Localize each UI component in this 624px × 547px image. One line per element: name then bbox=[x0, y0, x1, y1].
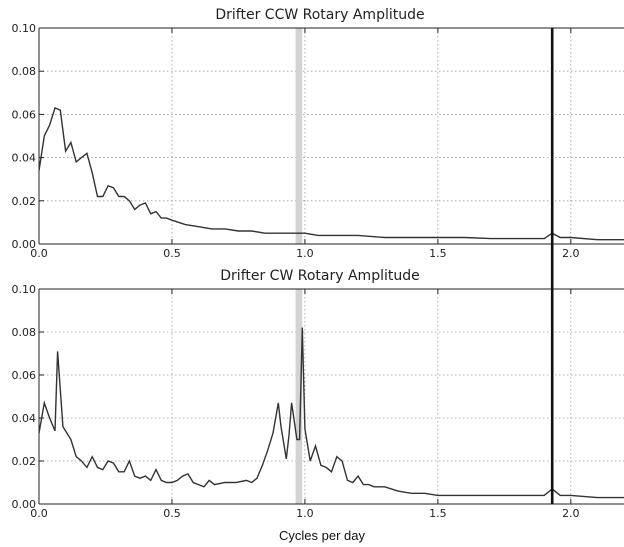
ccw-x-tick-label: 1.0 bbox=[296, 247, 314, 260]
ccw-y-tick-labels: 0.00 0.02 0.04 0.06 0.08 0.10 bbox=[12, 22, 37, 251]
cw-x-tick-label: 2.0 bbox=[562, 507, 580, 520]
ccw-x-tick-labels: 0.0 0.5 1.0 1.5 2.0 bbox=[30, 247, 579, 260]
ccw-gridlines bbox=[39, 28, 624, 244]
cw-shaded-band bbox=[295, 289, 303, 504]
ccw-axes bbox=[38, 27, 624, 245]
cw-x-tick-label: 0.0 bbox=[30, 507, 48, 520]
cw-x-tick-labels: 0.0 0.5 1.0 1.5 2.0 bbox=[30, 507, 579, 520]
cw-panel: Drifter CW Rotary Amplitude 0.00 0.02 0.… bbox=[12, 268, 624, 543]
ccw-x-tick-label: 1.5 bbox=[429, 247, 447, 260]
ccw-y-tick-label: 0.04 bbox=[12, 152, 37, 165]
cw-x-tick-label: 1.0 bbox=[296, 507, 314, 520]
x-axis-label: Cycles per day bbox=[279, 528, 365, 543]
cw-y-tick-label: 0.00 bbox=[12, 498, 37, 511]
ccw-x-tick-label: 0.0 bbox=[30, 247, 48, 260]
cw-y-tick-labels: 0.00 0.02 0.04 0.06 0.08 0.10 bbox=[12, 283, 37, 511]
cw-y-tick-label: 0.04 bbox=[12, 412, 37, 425]
ccw-y-tick-label: 0.06 bbox=[12, 108, 37, 121]
cw-amplitude-line bbox=[38, 327, 624, 499]
ccw-panel: Drifter CCW Rotary Amplitude 0.00 0.02 0… bbox=[12, 7, 624, 260]
cw-chart-title: Drifter CW Rotary Amplitude bbox=[220, 268, 419, 284]
ccw-x-tick-label: 0.5 bbox=[163, 247, 181, 260]
cw-y-tick-label: 0.06 bbox=[12, 369, 37, 382]
cw-axes bbox=[38, 288, 624, 505]
ccw-x-tick-label: 2.0 bbox=[562, 247, 580, 260]
ccw-y-tick-label: 0.10 bbox=[12, 22, 37, 35]
cw-y-tick-label: 0.10 bbox=[12, 283, 37, 296]
ccw-y-tick-label: 0.08 bbox=[12, 65, 37, 78]
cw-x-tick-label: 1.5 bbox=[429, 507, 447, 520]
ccw-chart-title: Drifter CCW Rotary Amplitude bbox=[215, 7, 424, 23]
cw-gridlines bbox=[39, 289, 624, 504]
ccw-y-tick-label: 0.02 bbox=[12, 195, 37, 208]
ccw-shaded-band bbox=[295, 28, 303, 244]
ccw-y-tick-label: 0.00 bbox=[12, 238, 37, 251]
cw-y-tick-label: 0.08 bbox=[12, 326, 37, 339]
cw-x-tick-label: 0.5 bbox=[163, 507, 181, 520]
cw-y-tick-label: 0.02 bbox=[12, 455, 37, 468]
ccw-amplitude-line bbox=[38, 106, 624, 241]
